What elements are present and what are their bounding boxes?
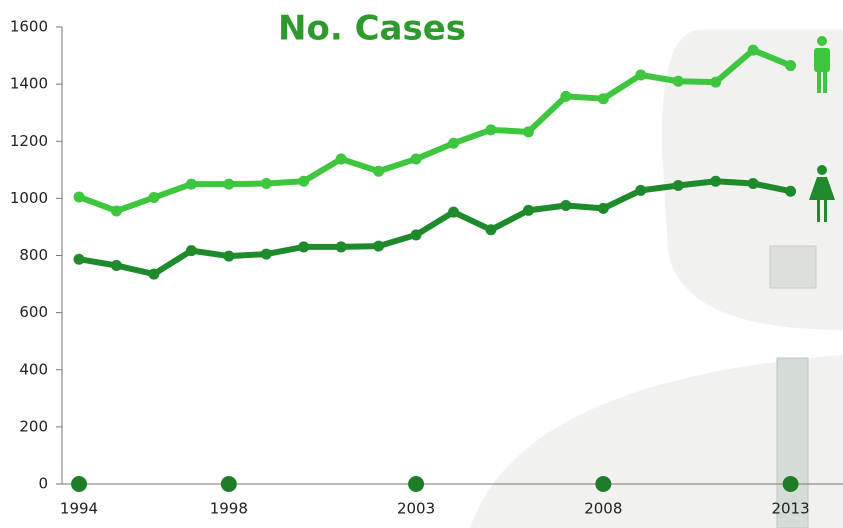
- x-tick-dot: [408, 476, 424, 492]
- point: [485, 124, 496, 135]
- point: [560, 91, 571, 102]
- x-tick-label: 2013: [771, 500, 809, 518]
- point: [373, 241, 384, 252]
- point: [598, 93, 609, 104]
- point: [261, 249, 272, 260]
- point: [560, 200, 571, 211]
- point: [373, 166, 384, 177]
- chart: No. Cases 0 200 400 600 800 1000 1200 1400 1600 1…: [0, 0, 843, 528]
- point: [298, 241, 309, 252]
- point: [298, 176, 309, 187]
- point: [485, 224, 496, 235]
- y-tick-label: 1000: [10, 189, 48, 207]
- point: [448, 207, 459, 218]
- point: [523, 205, 534, 216]
- y-tick-label: 1600: [10, 18, 48, 36]
- point: [673, 180, 684, 191]
- x-tick-dot: [783, 476, 799, 492]
- point: [635, 185, 646, 196]
- point: [111, 205, 122, 216]
- point: [598, 203, 609, 214]
- point: [635, 69, 646, 80]
- point: [710, 77, 721, 88]
- point: [186, 179, 197, 190]
- point: [785, 60, 796, 71]
- point: [111, 260, 122, 271]
- point: [336, 241, 347, 252]
- y-tick-label: 200: [19, 417, 48, 435]
- point: [336, 153, 347, 164]
- y-tick-label: 1400: [10, 75, 48, 93]
- point: [710, 176, 721, 187]
- y-tick-label: 1200: [10, 132, 48, 150]
- point: [673, 76, 684, 87]
- x-tick-label: 2008: [584, 500, 622, 518]
- x-tick-dot: [595, 476, 611, 492]
- point: [785, 186, 796, 197]
- y-tick-label: 400: [19, 360, 48, 378]
- point: [748, 45, 759, 56]
- point: [411, 153, 422, 164]
- point: [148, 269, 159, 280]
- decor-box: [770, 246, 816, 288]
- point: [411, 229, 422, 240]
- point: [261, 178, 272, 189]
- point: [223, 179, 234, 190]
- point: [74, 191, 85, 202]
- point: [448, 138, 459, 149]
- y-tick-label: 800: [19, 246, 48, 264]
- x-tick-label: 1994: [60, 500, 98, 518]
- y-tick-label: 600: [19, 303, 48, 321]
- x-tick-label: 2003: [397, 500, 435, 518]
- point: [523, 126, 534, 137]
- point: [748, 178, 759, 189]
- y-tick-label: 0: [38, 475, 48, 493]
- point: [74, 254, 85, 265]
- point: [186, 245, 197, 256]
- point: [223, 251, 234, 262]
- x-tick-label: 1998: [210, 500, 248, 518]
- x-tick-dot: [221, 476, 237, 492]
- chart-title: No. Cases: [278, 9, 466, 49]
- x-tick-dot: [71, 476, 87, 492]
- point: [148, 192, 159, 203]
